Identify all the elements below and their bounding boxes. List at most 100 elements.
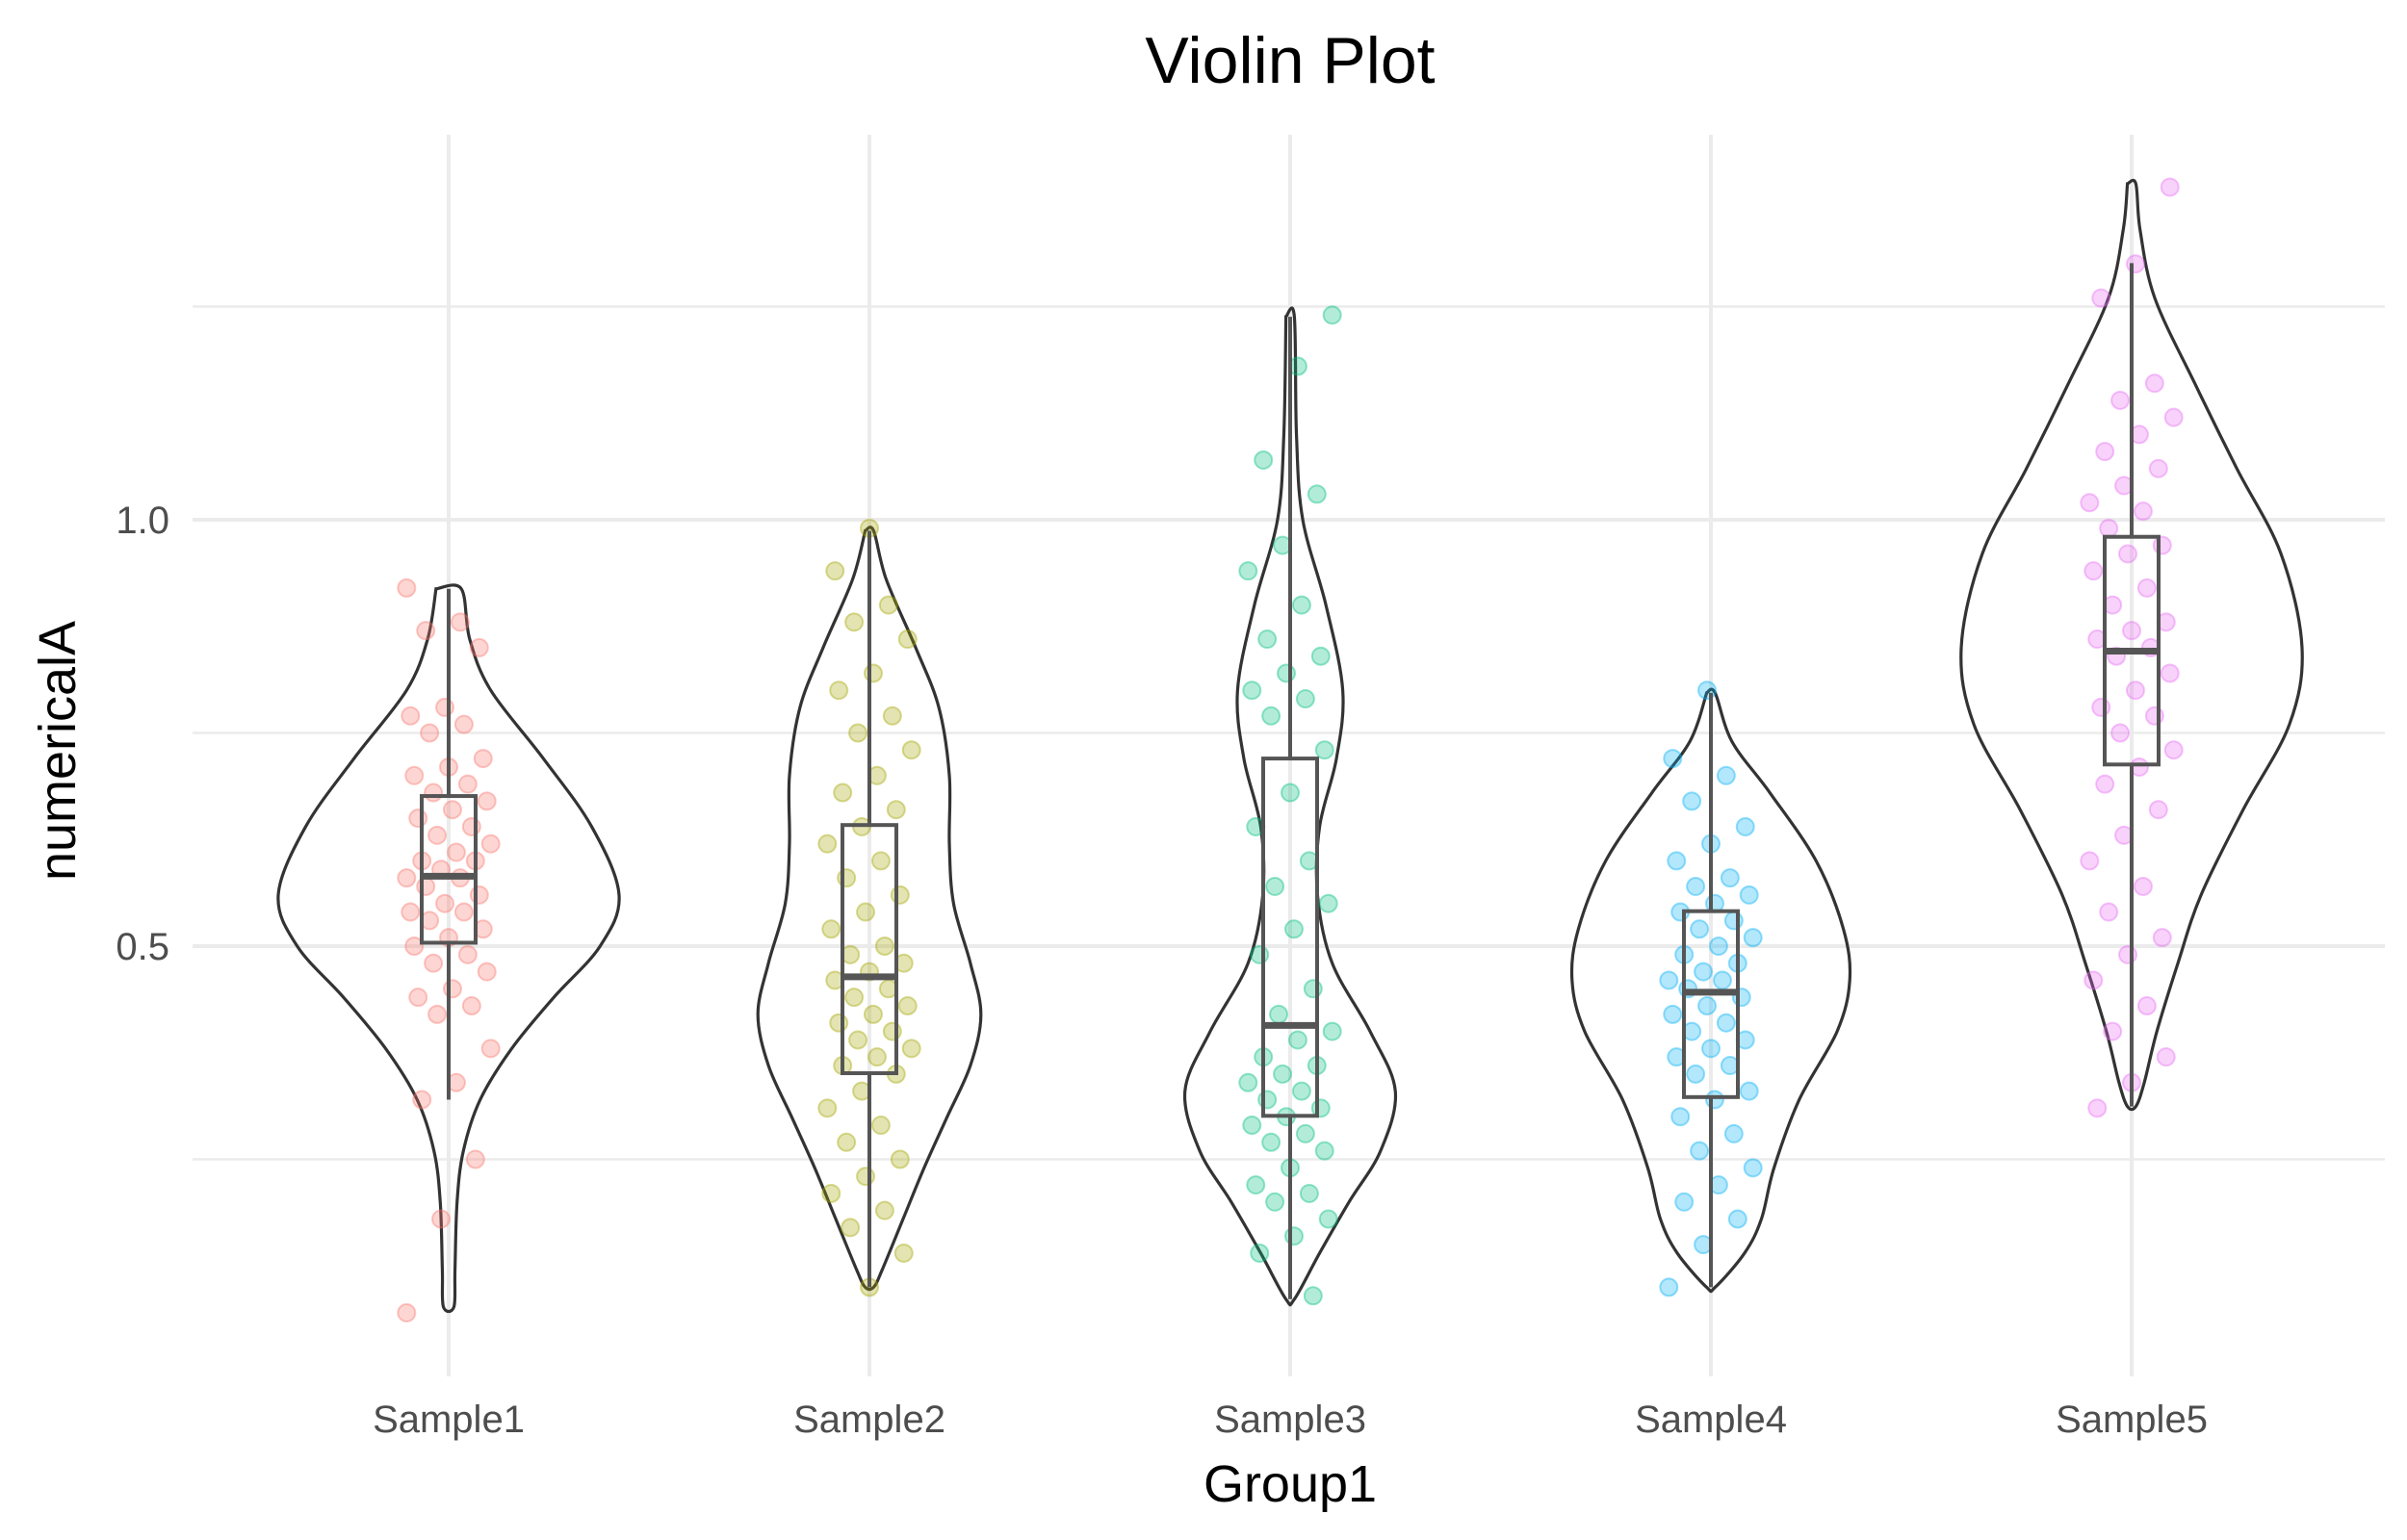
data-point — [427, 1004, 448, 1024]
data-point — [848, 723, 868, 743]
data-point — [882, 706, 902, 726]
violin-outline — [1569, 687, 1852, 1294]
data-point — [1257, 1090, 1278, 1110]
data-point — [2148, 800, 2168, 820]
data-point — [1250, 944, 1270, 964]
data-point — [408, 808, 428, 829]
data-point — [1735, 816, 1755, 836]
data-point — [1686, 1064, 1706, 1084]
data-point — [1690, 919, 1710, 939]
data-point — [878, 595, 898, 615]
data-point — [1314, 740, 1334, 760]
data-point — [1723, 911, 1744, 931]
data-point — [1670, 1107, 1691, 1127]
data-point — [856, 1167, 876, 1187]
data-point — [1295, 689, 1315, 709]
data-point — [401, 902, 421, 922]
data-point — [1739, 885, 1759, 905]
data-point — [397, 868, 417, 888]
data-point — [465, 1149, 485, 1169]
box-iqr — [1682, 909, 1740, 1099]
data-point — [457, 944, 478, 964]
data-point — [2080, 851, 2100, 871]
data-point — [401, 706, 421, 726]
data-point — [1667, 851, 1687, 871]
data-point — [1299, 1183, 1319, 1203]
y-axis-ticks: 0.5 1.0 — [116, 500, 169, 968]
x-tick-label: Sample4 — [1635, 1399, 1787, 1441]
violin-outline — [756, 526, 983, 1292]
data-point — [2152, 928, 2172, 948]
data-point — [1739, 1081, 1759, 1101]
data-point — [2144, 373, 2164, 394]
data-point — [1310, 646, 1331, 666]
data-point — [1690, 1141, 1710, 1161]
data-point — [882, 1021, 902, 1041]
data-point — [2144, 706, 2164, 726]
data-point — [431, 1209, 452, 1229]
data-point — [420, 723, 440, 743]
data-point — [1318, 1209, 1338, 1229]
data-point — [408, 988, 428, 1008]
data-point — [427, 825, 448, 845]
data-point — [477, 791, 497, 811]
y-tick-label: 1.0 — [116, 500, 169, 542]
data-point — [435, 697, 455, 717]
data-point — [404, 765, 425, 785]
y-tick-label: 0.5 — [116, 926, 169, 968]
data-point — [1287, 1030, 1307, 1050]
x-tick-label: Sample5 — [2056, 1399, 2208, 1441]
data-point — [1697, 996, 1718, 1016]
data-point — [2125, 680, 2145, 701]
data-point — [404, 937, 425, 956]
chart-title: Violin Plot — [1145, 24, 1435, 97]
data-point — [1318, 893, 1338, 913]
data-point — [2118, 544, 2138, 564]
data-point — [461, 996, 481, 1016]
data-point — [416, 876, 436, 896]
data-point — [867, 1047, 887, 1067]
data-point — [825, 561, 845, 581]
data-point — [473, 749, 493, 769]
data-point — [2091, 288, 2111, 308]
data-point — [2118, 944, 2138, 964]
data-point — [1701, 1039, 1721, 1059]
data-point — [2148, 458, 2168, 478]
data-point — [1686, 876, 1706, 896]
data-point — [1314, 1141, 1334, 1161]
data-point — [412, 1090, 432, 1110]
data-point — [2160, 663, 2180, 683]
data-point — [2103, 1021, 2123, 1041]
data-point — [1291, 1081, 1311, 1101]
data-point — [2163, 740, 2184, 760]
data-point — [844, 612, 865, 632]
data-point — [1697, 680, 1718, 701]
data-point — [2133, 501, 2153, 522]
violin-outline — [276, 583, 621, 1314]
data-point — [893, 1243, 914, 1263]
data-point — [890, 1149, 910, 1169]
data-point — [446, 842, 466, 862]
data-point — [397, 578, 417, 598]
data-point — [1674, 1192, 1695, 1212]
data-point — [1708, 937, 1728, 956]
data-point — [1659, 1277, 1679, 1297]
data-point — [1659, 970, 1679, 990]
data-point — [1242, 680, 1262, 701]
data-point — [1723, 1123, 1744, 1143]
data-point — [435, 893, 455, 913]
data-point — [1261, 706, 1281, 726]
data-point — [424, 783, 444, 803]
data-point — [1291, 595, 1311, 615]
data-point — [2091, 697, 2111, 717]
data-point — [2095, 774, 2115, 794]
x-tick-label: Sample1 — [373, 1399, 525, 1441]
data-point — [870, 1116, 891, 1136]
data-point — [2083, 970, 2104, 990]
data-point — [1712, 970, 1732, 990]
data-point — [901, 740, 921, 760]
data-point — [1238, 561, 1258, 581]
violin-outline — [1182, 306, 1398, 1307]
data-point — [453, 902, 474, 922]
